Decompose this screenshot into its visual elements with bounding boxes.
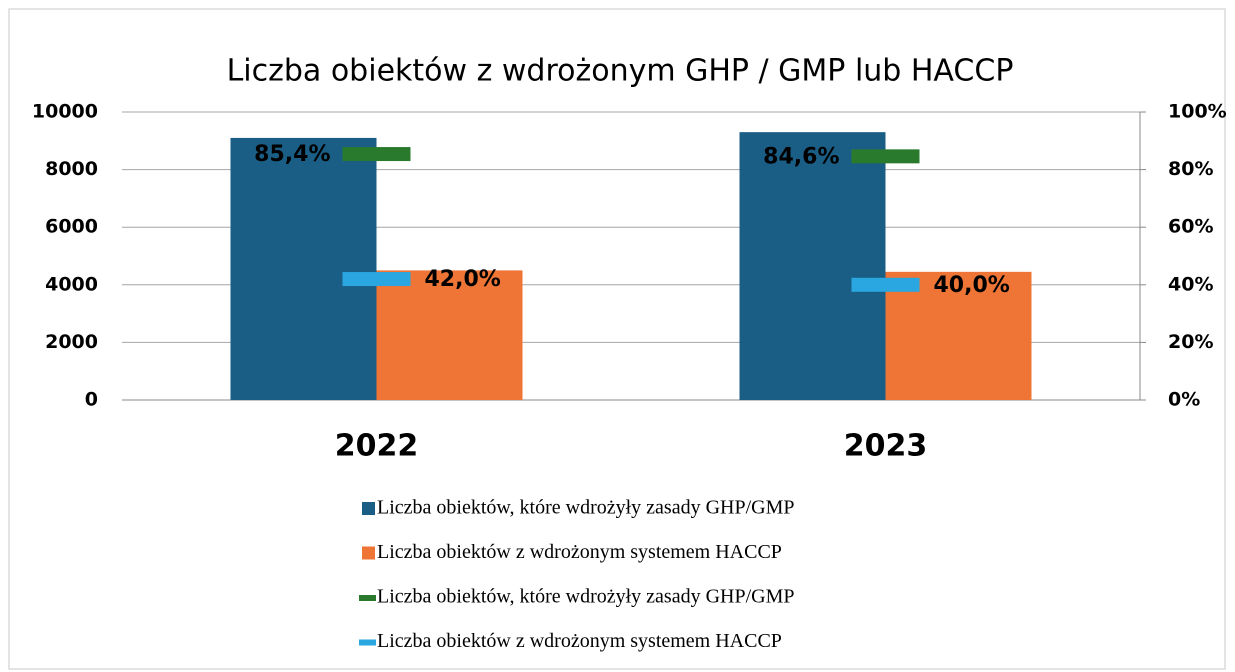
x-tick-label: 2022	[335, 429, 419, 464]
y2-tick-label: 100%	[1168, 101, 1227, 123]
y-tick-label: 6000	[45, 216, 98, 238]
bar	[230, 137, 377, 401]
value-label: 85,4%	[254, 142, 330, 167]
y2-tick-label: 80%	[1168, 158, 1213, 180]
y-tick-label: 0	[85, 389, 98, 411]
y2-tick-label: 40%	[1168, 273, 1213, 295]
legend-label: Liczba obiektów, które wdrożyły zasady G…	[377, 586, 795, 608]
value-label: 40,0%	[934, 273, 1010, 298]
legend-label: Liczba obiektów z wdrożonym systemem HAC…	[377, 630, 782, 652]
chart-border	[8, 8, 1226, 670]
chart-title: Liczba obiektów z wdrożonym GHP / GMP lu…	[227, 54, 1014, 89]
bar	[885, 271, 1032, 400]
value-label: 84,6%	[763, 144, 839, 169]
legend-marker	[362, 502, 375, 515]
y-tick-label: 2000	[45, 331, 98, 353]
legend-label: Liczba obiektów z wdrożonym systemem HAC…	[377, 541, 782, 563]
y-tick-label: 8000	[45, 158, 98, 180]
bar	[376, 270, 523, 400]
y2-tick-label: 60%	[1168, 216, 1213, 238]
legend-marker	[359, 595, 376, 601]
y2-tick-label: 0%	[1168, 389, 1200, 411]
legend-marker	[362, 546, 375, 560]
y-tick-label: 10000	[32, 101, 98, 123]
value-label: 42,0%	[425, 267, 501, 292]
line-marker	[342, 147, 411, 162]
y-tick-label: 4000	[45, 273, 98, 295]
x-tick-label: 2023	[844, 429, 928, 464]
bar	[739, 132, 886, 400]
line-marker	[342, 272, 411, 287]
line-marker	[851, 277, 920, 292]
line-marker	[851, 149, 920, 164]
y2-tick-label: 20%	[1168, 331, 1213, 353]
legend-label: Liczba obiektów, które wdrożyły zasady G…	[377, 497, 795, 519]
legend-marker	[359, 639, 376, 646]
